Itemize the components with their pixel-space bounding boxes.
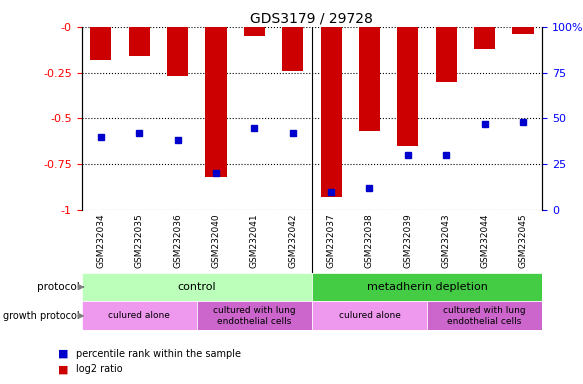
Bar <box>359 27 380 131</box>
Text: GSM232037: GSM232037 <box>326 213 336 268</box>
Bar <box>436 27 457 82</box>
Text: GSM232041: GSM232041 <box>250 213 259 268</box>
Bar <box>427 301 542 330</box>
Bar <box>82 273 312 301</box>
Text: log2 ratio: log2 ratio <box>76 364 122 374</box>
Bar <box>167 27 188 76</box>
Text: metadherin depletion: metadherin depletion <box>367 282 487 292</box>
Text: ■: ■ <box>58 364 69 374</box>
Text: cultured with lung
endothelial cells: cultured with lung endothelial cells <box>443 306 526 326</box>
Bar <box>82 301 197 330</box>
Text: GSM232045: GSM232045 <box>518 213 528 268</box>
Bar <box>205 27 227 177</box>
Text: GSM232040: GSM232040 <box>212 213 220 268</box>
Text: GSM232036: GSM232036 <box>173 213 182 268</box>
Bar <box>90 27 111 60</box>
Text: GSM232039: GSM232039 <box>403 213 412 268</box>
Text: control: control <box>177 282 216 292</box>
Text: ■: ■ <box>58 349 69 359</box>
Text: GSM232042: GSM232042 <box>288 213 297 268</box>
Bar <box>244 27 265 36</box>
Text: GSM232038: GSM232038 <box>365 213 374 268</box>
Text: GSM232044: GSM232044 <box>480 213 489 268</box>
Bar <box>512 27 533 34</box>
Text: GSM232043: GSM232043 <box>442 213 451 268</box>
Text: GSM232035: GSM232035 <box>135 213 143 268</box>
Text: culured alone: culured alone <box>339 311 401 320</box>
Bar <box>397 27 419 146</box>
Text: percentile rank within the sample: percentile rank within the sample <box>76 349 241 359</box>
Bar <box>312 301 427 330</box>
Text: cultured with lung
endothelial cells: cultured with lung endothelial cells <box>213 306 296 326</box>
Bar <box>321 27 342 197</box>
Text: culured alone: culured alone <box>108 311 170 320</box>
Bar <box>129 27 150 56</box>
Bar <box>474 27 495 49</box>
Title: GDS3179 / 29728: GDS3179 / 29728 <box>251 12 373 26</box>
Bar <box>196 301 312 330</box>
Text: protocol: protocol <box>37 282 80 292</box>
Bar <box>282 27 303 71</box>
Text: growth protocol: growth protocol <box>3 311 80 321</box>
Bar <box>312 273 542 301</box>
Text: GSM232034: GSM232034 <box>96 213 106 268</box>
